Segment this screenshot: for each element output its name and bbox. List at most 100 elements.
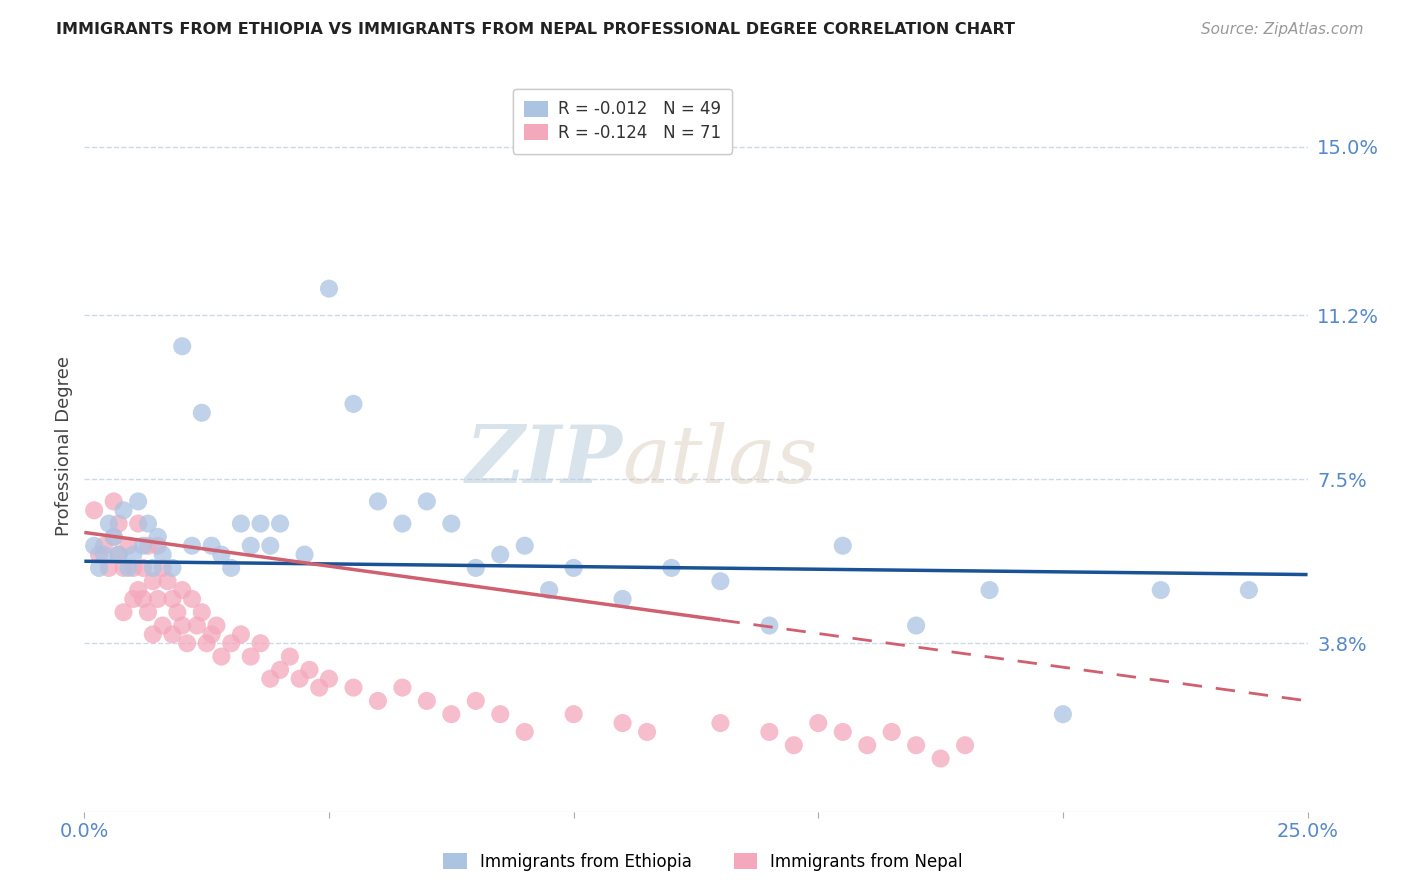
Point <box>831 725 853 739</box>
Point <box>229 516 252 531</box>
Point <box>117 539 139 553</box>
Point <box>367 494 389 508</box>
Point <box>112 503 135 517</box>
Point <box>953 738 976 752</box>
Point <box>342 397 364 411</box>
Text: atlas: atlas <box>623 422 818 500</box>
Point <box>318 672 340 686</box>
Point <box>709 716 731 731</box>
Point <box>269 516 291 531</box>
Point <box>142 574 165 589</box>
Point <box>83 539 105 553</box>
Point <box>249 636 271 650</box>
Point <box>152 548 174 562</box>
Point <box>929 751 952 765</box>
Point <box>122 548 145 562</box>
Point <box>152 618 174 632</box>
Point <box>229 627 252 641</box>
Point <box>783 738 806 752</box>
Point <box>162 627 184 641</box>
Point <box>391 516 413 531</box>
Point <box>103 494 125 508</box>
Legend: Immigrants from Ethiopia, Immigrants from Nepal: Immigrants from Ethiopia, Immigrants fro… <box>434 845 972 880</box>
Point <box>513 725 536 739</box>
Point <box>107 548 129 562</box>
Point <box>146 591 169 606</box>
Point <box>416 494 439 508</box>
Point <box>172 618 194 632</box>
Point <box>1237 583 1260 598</box>
Point <box>127 494 149 508</box>
Point <box>186 618 208 632</box>
Point <box>269 663 291 677</box>
Point <box>758 725 780 739</box>
Point <box>162 561 184 575</box>
Point <box>127 516 149 531</box>
Point <box>146 539 169 553</box>
Point <box>239 649 262 664</box>
Text: Source: ZipAtlas.com: Source: ZipAtlas.com <box>1201 22 1364 37</box>
Point <box>489 548 512 562</box>
Point <box>489 707 512 722</box>
Legend: R = -0.012   N = 49, R = -0.124   N = 71: R = -0.012 N = 49, R = -0.124 N = 71 <box>513 88 733 153</box>
Point <box>200 539 222 553</box>
Point <box>136 516 159 531</box>
Point <box>176 636 198 650</box>
Point <box>294 548 316 562</box>
Y-axis label: Professional Degree: Professional Degree <box>55 356 73 536</box>
Point <box>172 583 194 598</box>
Point <box>127 583 149 598</box>
Point <box>562 707 585 722</box>
Point <box>103 530 125 544</box>
Point <box>172 339 194 353</box>
Point <box>107 548 129 562</box>
Point <box>367 694 389 708</box>
Point <box>391 681 413 695</box>
Point <box>612 716 634 731</box>
Point <box>152 561 174 575</box>
Point <box>219 636 242 650</box>
Point <box>107 516 129 531</box>
Point <box>191 605 214 619</box>
Point <box>191 406 214 420</box>
Text: ZIP: ZIP <box>465 422 623 500</box>
Point <box>440 516 463 531</box>
Point <box>298 663 321 677</box>
Point <box>136 539 159 553</box>
Text: IMMIGRANTS FROM ETHIOPIA VS IMMIGRANTS FROM NEPAL PROFESSIONAL DEGREE CORRELATIO: IMMIGRANTS FROM ETHIOPIA VS IMMIGRANTS F… <box>56 22 1015 37</box>
Point <box>112 605 135 619</box>
Point <box>979 583 1001 598</box>
Point <box>205 618 228 632</box>
Point <box>93 548 115 562</box>
Point <box>831 539 853 553</box>
Point <box>122 561 145 575</box>
Point <box>636 725 658 739</box>
Point <box>181 539 204 553</box>
Point <box>905 738 928 752</box>
Point <box>538 583 561 598</box>
Point <box>440 707 463 722</box>
Point <box>288 672 311 686</box>
Point <box>308 681 330 695</box>
Point <box>278 649 301 664</box>
Point <box>87 561 110 575</box>
Point <box>856 738 879 752</box>
Point <box>905 618 928 632</box>
Point <box>132 591 155 606</box>
Point <box>142 627 165 641</box>
Point <box>880 725 903 739</box>
Point <box>318 282 340 296</box>
Point <box>562 561 585 575</box>
Point <box>249 516 271 531</box>
Point <box>122 591 145 606</box>
Point <box>195 636 218 650</box>
Point <box>146 530 169 544</box>
Point <box>166 605 188 619</box>
Point <box>156 574 179 589</box>
Point <box>93 539 115 553</box>
Point <box>87 548 110 562</box>
Point <box>807 716 830 731</box>
Point <box>209 649 232 664</box>
Point <box>117 561 139 575</box>
Point <box>661 561 683 575</box>
